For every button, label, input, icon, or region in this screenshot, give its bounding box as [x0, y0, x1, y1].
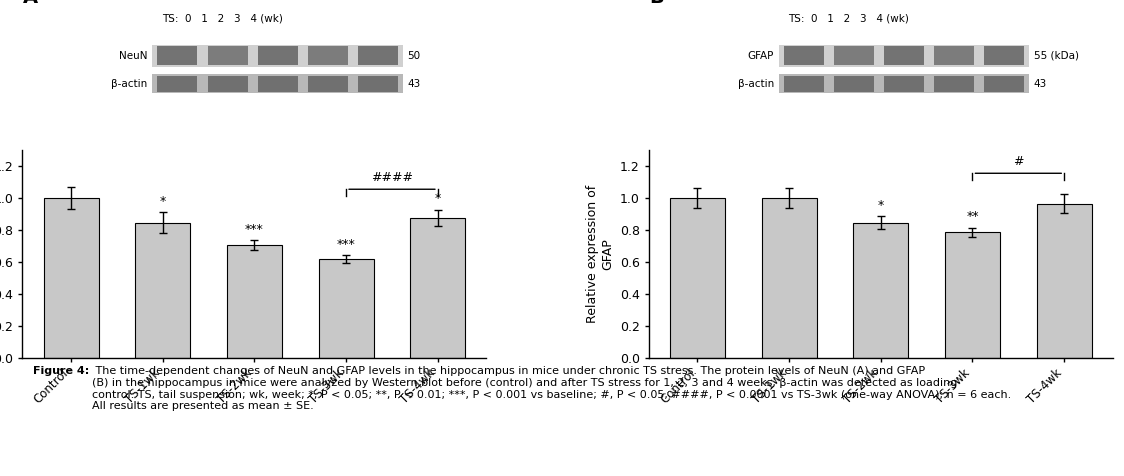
Text: 50: 50 [408, 51, 420, 61]
Bar [670, 198, 725, 357]
Bar [783, 47, 824, 66]
Text: 43: 43 [408, 79, 420, 89]
Text: ***: *** [337, 238, 355, 251]
Y-axis label: Relative expression of
GFAP: Relative expression of GFAP [587, 185, 614, 323]
Bar [318, 259, 373, 357]
Bar [945, 232, 1000, 357]
Bar [257, 47, 298, 66]
Bar [834, 76, 874, 92]
Text: A: A [22, 0, 37, 7]
Bar [153, 45, 402, 67]
Text: The time-dependent changes of NeuN and GFAP levels in the hippocampus in mice un: The time-dependent changes of NeuN and G… [92, 367, 1012, 411]
Text: ***: *** [245, 223, 264, 236]
Text: *: * [878, 198, 883, 212]
Bar [135, 223, 190, 357]
Bar [227, 245, 282, 357]
Bar [153, 74, 402, 93]
Bar [410, 218, 465, 357]
Bar [883, 76, 924, 92]
Text: B: B [649, 0, 663, 7]
Bar [883, 47, 924, 66]
Bar [308, 47, 347, 66]
Text: *: * [435, 192, 441, 205]
Text: #: # [1013, 156, 1024, 169]
Bar [1036, 204, 1091, 357]
Bar [208, 47, 247, 66]
Text: **: ** [967, 210, 979, 223]
Text: GFAP: GFAP [747, 51, 774, 61]
Bar [985, 47, 1024, 66]
Bar [853, 223, 908, 357]
Text: β-actin: β-actin [111, 79, 147, 89]
Text: TS:  0   1   2   3   4 (wk): TS: 0 1 2 3 4 (wk) [162, 13, 282, 23]
Bar [357, 47, 398, 66]
Bar [779, 74, 1030, 93]
Text: ####: #### [371, 171, 413, 184]
Text: 55 (kDa): 55 (kDa) [1034, 51, 1079, 61]
Bar [934, 47, 975, 66]
Bar [44, 198, 99, 357]
Bar [308, 76, 347, 92]
Bar [157, 76, 198, 92]
Bar [208, 76, 247, 92]
Text: 43: 43 [1034, 79, 1048, 89]
Text: NeuN: NeuN [119, 51, 147, 61]
Bar [762, 198, 817, 357]
Bar [834, 47, 874, 66]
Text: *: * [160, 195, 166, 208]
Bar [783, 76, 824, 92]
Bar [257, 76, 298, 92]
Bar [985, 76, 1024, 92]
Bar [357, 76, 398, 92]
Text: β-actin: β-actin [737, 79, 774, 89]
Text: TS:  0   1   2   3   4 (wk): TS: 0 1 2 3 4 (wk) [788, 13, 909, 23]
Text: Figure 4:: Figure 4: [34, 367, 90, 377]
Bar [157, 47, 198, 66]
Bar [779, 45, 1030, 67]
Bar [934, 76, 975, 92]
